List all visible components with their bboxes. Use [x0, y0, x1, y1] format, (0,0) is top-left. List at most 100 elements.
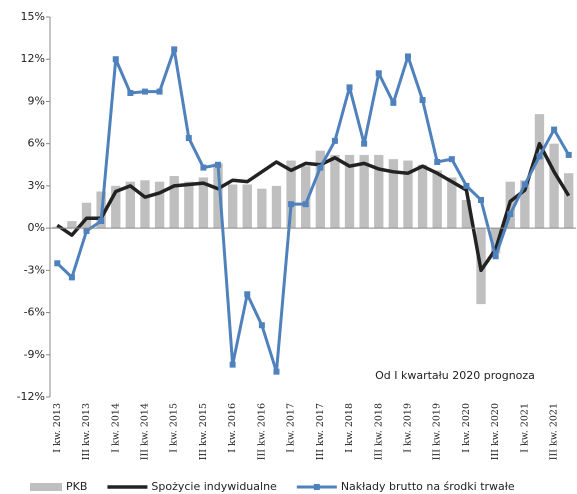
x-tick-label: III kw. 2020 — [490, 403, 501, 460]
bar — [301, 166, 311, 229]
marker — [361, 140, 368, 147]
marker — [156, 88, 163, 95]
y-tick-label: -3% — [24, 263, 45, 276]
marker — [302, 201, 309, 208]
bar — [564, 173, 574, 229]
bar — [111, 185, 121, 229]
marker — [478, 196, 485, 203]
marker — [229, 361, 236, 368]
marker — [288, 201, 295, 208]
marker — [331, 137, 338, 144]
bar — [417, 164, 428, 229]
bar — [388, 159, 399, 229]
legend-swatch — [30, 483, 62, 491]
marker — [463, 182, 470, 189]
bar — [549, 143, 559, 229]
bar — [374, 154, 384, 229]
y-tick-label: -9% — [24, 348, 45, 361]
x-tick-label: I kw. 2021 — [519, 403, 530, 453]
x-tick-label: I kw. 2018 — [344, 403, 355, 453]
marker — [244, 291, 251, 298]
marker — [112, 56, 119, 63]
x-tick-label: III kw. 2014 — [139, 403, 150, 460]
marker — [492, 253, 499, 260]
y-tick-label: 0% — [28, 221, 45, 234]
bar — [315, 150, 325, 229]
marker — [434, 158, 441, 165]
marker — [200, 164, 207, 171]
bar — [169, 176, 179, 229]
x-tick-label: I kw. 2019 — [402, 403, 413, 453]
bar — [330, 154, 340, 229]
marker — [171, 46, 178, 53]
marker — [215, 161, 222, 168]
line — [56, 141, 571, 273]
bar — [213, 163, 223, 229]
bars — [52, 114, 574, 305]
y-tick-label: -6% — [24, 306, 45, 319]
legend-marker — [313, 484, 320, 490]
marker — [565, 151, 572, 158]
marker — [273, 368, 280, 375]
marker — [346, 84, 353, 91]
x-tick-label: III kw. 2019 — [432, 403, 443, 460]
bar — [432, 170, 442, 229]
bar — [81, 202, 92, 229]
x-tick-label: I kw. 2013 — [52, 403, 63, 453]
x-tick-label: I kw. 2016 — [227, 403, 238, 453]
x-tick-label: I kw. 2017 — [286, 403, 297, 453]
marker — [317, 164, 324, 171]
marker — [536, 153, 543, 160]
bar — [242, 184, 252, 229]
marker — [448, 156, 455, 163]
marker — [521, 181, 528, 188]
bar — [403, 160, 413, 229]
bar — [490, 228, 501, 254]
y-tick-label: 9% — [28, 94, 45, 107]
legend-label: PKB — [66, 480, 87, 493]
bar — [140, 180, 150, 229]
x-tick-label: I kw. 2020 — [461, 403, 472, 453]
bar — [227, 184, 238, 229]
bar — [286, 160, 296, 229]
bar — [344, 154, 355, 229]
x-tick-label: III kw. 2015 — [198, 403, 209, 460]
bar — [52, 226, 62, 229]
marker — [404, 53, 411, 60]
x-tick-label: III kw. 2016 — [256, 403, 267, 460]
x-tick-label: III kw. 2018 — [373, 403, 384, 460]
marker — [68, 274, 75, 281]
x-tick-label: III kw. 2021 — [549, 403, 560, 460]
bar — [67, 221, 77, 229]
marker — [390, 99, 397, 106]
marker — [98, 218, 105, 225]
marker — [54, 260, 61, 267]
x-tick-label: I kw. 2015 — [169, 403, 180, 453]
marker — [258, 322, 265, 329]
marker — [185, 135, 192, 142]
y-tick-label: -12% — [17, 390, 45, 403]
marker — [551, 126, 558, 133]
bar — [520, 180, 530, 229]
y-tick-label: 3% — [28, 179, 45, 192]
marker — [375, 70, 382, 77]
y-tick-label: 12% — [21, 52, 45, 65]
marker — [419, 97, 426, 104]
bar — [184, 181, 194, 229]
bar — [359, 154, 369, 229]
y-tick-label: 15% — [21, 10, 45, 23]
annotation: Od I kwartału 2020 prognoza — [375, 369, 535, 382]
bar — [461, 199, 472, 229]
marker — [507, 211, 514, 218]
x-tick-label: I kw. 2014 — [110, 403, 121, 453]
x-tick-label: III kw. 2013 — [81, 403, 92, 460]
bar — [125, 181, 136, 229]
marker — [83, 227, 90, 234]
bar — [447, 177, 457, 229]
legend-label: Nakłady brutto na środki trwałe — [341, 480, 515, 493]
bar — [198, 177, 209, 229]
bar — [154, 181, 165, 229]
marker — [141, 88, 148, 95]
marker — [127, 90, 134, 96]
